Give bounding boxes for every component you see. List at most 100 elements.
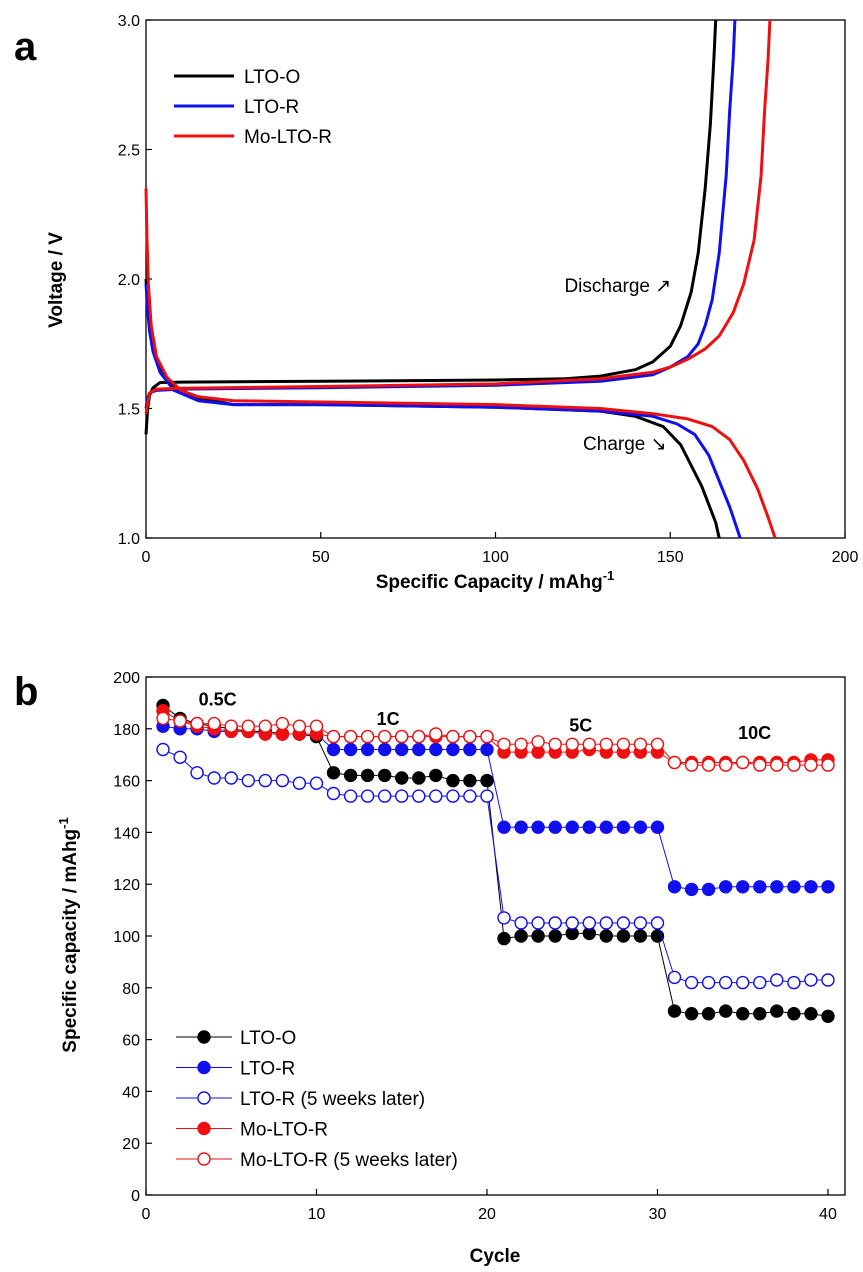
data-point (395, 729, 409, 744)
legend-swatch-marker (197, 1152, 211, 1166)
data-point (582, 916, 596, 930)
data-point (565, 916, 579, 930)
data-point (770, 880, 784, 894)
data-point (412, 742, 426, 757)
curves (144, 19, 777, 539)
x-tick-label: 0 (142, 1206, 151, 1223)
rate-label: 1C (377, 709, 400, 729)
data-point (326, 786, 341, 801)
data-point (804, 758, 818, 772)
data-point (258, 773, 272, 788)
data-point (378, 742, 392, 757)
data-point (770, 758, 784, 772)
data-point (684, 1007, 699, 1021)
data-point (804, 880, 818, 894)
data-point (190, 766, 204, 780)
data-point (514, 820, 528, 834)
data-point (599, 929, 613, 943)
data-point (667, 970, 682, 985)
data-point (446, 729, 460, 744)
data-point (207, 716, 221, 731)
series-mo-lto-r-5-weeks-later- (156, 711, 835, 772)
legend-label: LTO-O (240, 1028, 296, 1049)
data-point (360, 742, 375, 757)
data-point (343, 729, 358, 744)
data-point (309, 776, 324, 790)
data-point (429, 768, 443, 783)
series-line (162, 710, 828, 763)
data-point (701, 1007, 716, 1021)
curve-lto-r-charge (144, 284, 742, 539)
data-point (395, 771, 409, 785)
curve-mo-lto-r-charge (144, 188, 777, 539)
data-point (821, 973, 835, 987)
data-point (804, 1007, 818, 1021)
data-point (719, 1004, 733, 1018)
data-point (684, 975, 699, 990)
y-tick-label: 180 (113, 722, 140, 739)
y-tick-label: 2.0 (118, 272, 140, 289)
data-point (497, 931, 511, 946)
data-point (241, 719, 256, 733)
data-point (633, 929, 648, 943)
data-point (309, 719, 324, 733)
data-point (497, 737, 511, 751)
series-line (162, 725, 828, 890)
data-point (378, 789, 392, 803)
data-point (156, 742, 170, 757)
data-point (480, 789, 494, 803)
y-tick-label: 80 (122, 981, 140, 998)
series-line (162, 705, 829, 1017)
data-point (514, 737, 528, 751)
data-point (463, 773, 477, 788)
x-tick-label: 150 (657, 549, 684, 566)
data-point (599, 916, 613, 930)
data-point (548, 916, 562, 930)
legend: LTO-O LTO-R LTO-R (5 weeks later) Mo-LTO-R M… (176, 1028, 458, 1171)
data-point (463, 729, 477, 744)
data-point (701, 882, 716, 897)
data-point (599, 820, 613, 834)
x-tick-label: 40 (819, 1206, 837, 1223)
legend-label: Mo-LTO-R (240, 1120, 328, 1141)
data-point (753, 1007, 767, 1021)
data-point (650, 820, 665, 834)
annotations: Discharge ↗ Charge ↘ (564, 276, 671, 455)
data-point (753, 758, 767, 772)
y-axis-label: Voltage / V (46, 232, 67, 328)
data-point (633, 820, 648, 834)
legend-swatch-marker (197, 1091, 211, 1105)
data-point (292, 776, 307, 790)
y-axis-label: Specific capacity / mAhg-1 (56, 817, 81, 1052)
data-point (804, 973, 818, 987)
data-point (667, 755, 682, 770)
data-point (719, 975, 733, 990)
data-point (173, 714, 187, 728)
data-point (821, 758, 835, 772)
axis-ticks: 0 10 20 30 40 0 20 40 60 80 100 120 140 160 180 200 (113, 670, 837, 1223)
curve-lto-o-charge (144, 278, 721, 539)
data-point (446, 742, 460, 757)
curve-lto-o-discharge (144, 19, 718, 435)
data-point (736, 975, 750, 990)
data-point (565, 737, 579, 751)
legend-label: LTO-O (244, 67, 300, 88)
legend-label: LTO-R (5 weeks later) (240, 1089, 425, 1110)
data-point (753, 880, 767, 894)
rate-labels: 0.5C 1C 5C 10C (199, 689, 772, 743)
rate-label: 5C (569, 715, 592, 735)
data-point (582, 820, 596, 834)
data-point (258, 719, 272, 733)
data-point (463, 789, 477, 803)
plot-frame (145, 676, 846, 1196)
data-point (378, 768, 392, 783)
y-tick-label: 200 (113, 670, 140, 687)
data-point (480, 729, 494, 744)
data-point (292, 719, 307, 733)
data-point (633, 916, 648, 930)
data-point (616, 929, 631, 943)
series (156, 698, 835, 1023)
y-tick-label: 120 (113, 877, 140, 894)
data-point (412, 771, 426, 785)
